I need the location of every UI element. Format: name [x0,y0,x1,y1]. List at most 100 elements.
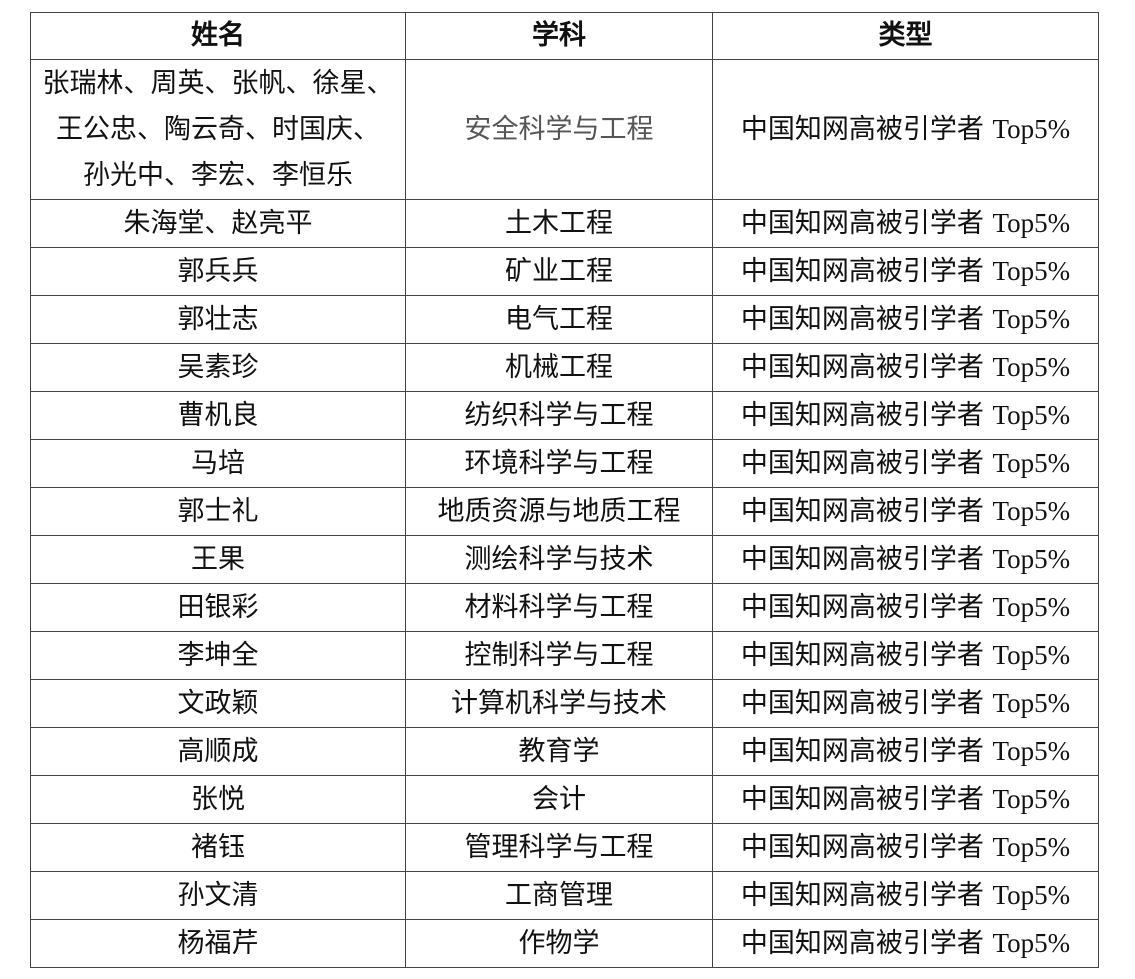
type-suffix: Top5% [992,736,1071,766]
cell-subject: 控制科学与工程 [405,631,713,680]
type-suffix: Top5% [992,352,1071,382]
name-line: 田银彩 [177,591,259,623]
table-row: 文政颖 计算机科学与技术 中国知网高被引学者 Top5% [30,679,1099,728]
cell-subject: 教育学 [405,727,713,776]
table-row: 张瑞林、周英、张帆、徐星、 王公忠、陶云奇、时国庆、 孙光中、李宏、李恒乐 安全科学与… [30,59,1099,200]
cell-names: 张悦 [30,775,406,824]
table-body: 张瑞林、周英、张帆、徐星、 王公忠、陶云奇、时国庆、 孙光中、李宏、李恒乐 安全科学与… [30,59,1099,968]
type-suffix: Top5% [992,832,1071,862]
header-name: 姓名 [30,12,406,60]
type-label: 中国知网高被引学者 [740,208,984,239]
type-suffix: Top5% [992,114,1071,144]
cell-type: 中国知网高被引学者 Top5% [712,919,1099,968]
cell-subject: 矿业工程 [405,247,713,296]
cell-names: 文政颖 [30,679,406,728]
type-label: 中国知网高被引学者 [740,114,984,145]
cell-names: 杨福芹 [30,919,406,968]
cell-subject: 作物学 [405,919,713,968]
name-line: 高顺成 [177,735,259,767]
name-line: 吴素珍 [177,351,259,383]
cell-subject: 工商管理 [405,871,713,920]
name-line: 郭兵兵 [177,255,259,287]
cell-type: 中国知网高被引学者 Top5% [712,631,1099,680]
cell-type: 中国知网高被引学者 Top5% [712,343,1099,392]
cell-subject: 机械工程 [405,343,713,392]
type-suffix: Top5% [992,880,1071,910]
name-line: 朱海堂、赵亮平 [123,207,313,239]
cell-type: 中国知网高被引学者 Top5% [712,679,1099,728]
name-line: 郭士礼 [177,495,259,527]
cell-names: 田银彩 [30,583,406,632]
type-suffix: Top5% [992,688,1071,718]
cell-subject: 地质资源与地质工程 [405,487,713,536]
type-suffix: Top5% [992,304,1071,334]
cell-type: 中国知网高被引学者 Top5% [712,583,1099,632]
type-suffix: Top5% [992,208,1071,238]
cell-names: 郭兵兵 [30,247,406,296]
type-label: 中国知网高被引学者 [740,832,984,863]
type-label: 中国知网高被引学者 [740,736,984,767]
cell-type: 中国知网高被引学者 Top5% [712,871,1099,920]
cell-subject: 会计 [405,775,713,824]
cell-type: 中国知网高被引学者 Top5% [712,439,1099,488]
type-suffix: Top5% [992,592,1071,622]
cell-names: 高顺成 [30,727,406,776]
cell-type: 中国知网高被引学者 Top5% [712,59,1099,200]
name-line: 王公忠、陶云奇、时国庆、 [56,113,380,145]
table-row: 曹机良 纺织科学与工程 中国知网高被引学者 Top5% [30,391,1099,440]
cell-names: 李坤全 [30,631,406,680]
cell-subject: 安全科学与工程 [405,59,713,200]
cell-names: 孙文清 [30,871,406,920]
name-line: 李坤全 [177,639,259,671]
name-line: 马培 [191,447,245,479]
cell-names: 褚钰 [30,823,406,872]
table-row: 郭兵兵 矿业工程 中国知网高被引学者 Top5% [30,247,1099,296]
type-label: 中国知网高被引学者 [740,592,984,623]
table-row: 郭壮志 电气工程 中国知网高被引学者 Top5% [30,295,1099,344]
type-suffix: Top5% [992,400,1071,430]
cell-subject: 计算机科学与技术 [405,679,713,728]
cell-names: 王果 [30,535,406,584]
cell-subject: 材料科学与工程 [405,583,713,632]
type-label: 中国知网高被引学者 [740,256,984,287]
type-suffix: Top5% [992,544,1071,574]
type-suffix: Top5% [992,256,1071,286]
type-label: 中国知网高被引学者 [740,688,984,719]
type-suffix: Top5% [992,640,1071,670]
type-suffix: Top5% [992,928,1071,958]
name-line: 杨福芹 [177,927,259,959]
cell-names: 郭壮志 [30,295,406,344]
table-row: 杨福芹 作物学 中国知网高被引学者 Top5% [30,919,1099,968]
cell-names: 张瑞林、周英、张帆、徐星、 王公忠、陶云奇、时国庆、 孙光中、李宏、李恒乐 [30,59,406,200]
table-row: 郭士礼 地质资源与地质工程 中国知网高被引学者 Top5% [30,487,1099,536]
type-label: 中国知网高被引学者 [740,448,984,479]
type-label: 中国知网高被引学者 [740,400,984,431]
type-label: 中国知网高被引学者 [740,304,984,335]
name-line: 王果 [191,543,245,575]
table-row: 张悦 会计 中国知网高被引学者 Top5% [30,775,1099,824]
cell-type: 中国知网高被引学者 Top5% [712,727,1099,776]
cell-subject: 测绘科学与技术 [405,535,713,584]
cell-subject: 电气工程 [405,295,713,344]
table-row: 田银彩 材料科学与工程 中国知网高被引学者 Top5% [30,583,1099,632]
name-line: 孙光中、李宏、李恒乐 [83,159,353,191]
cell-type: 中国知网高被引学者 Top5% [712,823,1099,872]
header-row: 姓名 学科 类型 [30,12,1099,60]
cell-names: 马培 [30,439,406,488]
name-line: 张悦 [191,783,245,815]
name-line: 文政颖 [177,687,259,719]
type-label: 中国知网高被引学者 [740,880,984,911]
cell-names: 朱海堂、赵亮平 [30,199,406,248]
cell-subject: 纺织科学与工程 [405,391,713,440]
header-type: 类型 [712,12,1099,60]
table-row: 高顺成 教育学 中国知网高被引学者 Top5% [30,727,1099,776]
cell-type: 中国知网高被引学者 Top5% [712,247,1099,296]
scholars-table: 姓名 学科 类型 张瑞林、周英、张帆、徐星、 王公忠、陶云奇、时国庆、 孙光中、李宏… [30,12,1099,968]
cell-type: 中国知网高被引学者 Top5% [712,199,1099,248]
cell-names: 吴素珍 [30,343,406,392]
type-label: 中国知网高被引学者 [740,784,984,815]
type-label: 中国知网高被引学者 [740,544,984,575]
name-line: 张瑞林、周英、张帆、徐星、 [42,67,394,99]
cell-type: 中国知网高被引学者 Top5% [712,295,1099,344]
table-row: 王果 测绘科学与技术 中国知网高被引学者 Top5% [30,535,1099,584]
